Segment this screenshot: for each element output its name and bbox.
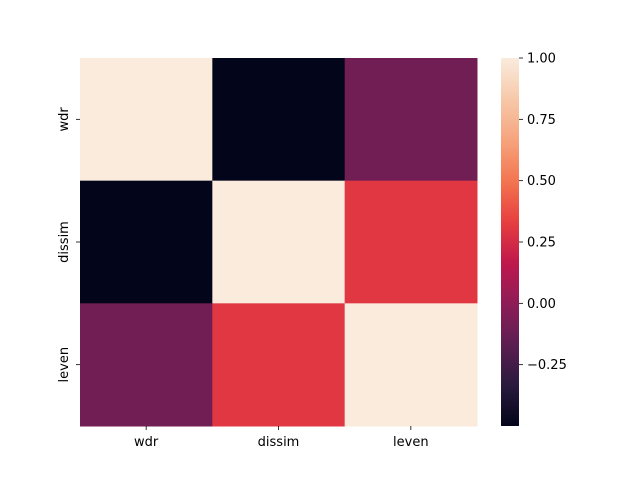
colorbar <box>501 58 519 426</box>
y-tick-label: leven <box>57 347 72 383</box>
x-tick-label: wdr <box>134 435 159 450</box>
x-tick-label: leven <box>393 435 429 450</box>
colorbar-ticks: −0.25 0.00 0.25 0.50 0.75 1.00 <box>519 52 567 373</box>
heatmap-cell-wdr-wdr <box>80 58 213 182</box>
colorbar-tick-label: −0.25 <box>527 358 567 373</box>
heatmap-cell-leven-wdr <box>80 303 213 427</box>
heatmap-cell-dissim-wdr <box>80 180 213 304</box>
colorbar-tick-label: 1.00 <box>527 52 556 67</box>
y-tick-label: dissim <box>57 221 72 263</box>
y-axis: wdr dissim leven <box>57 107 80 383</box>
heatmap-cell-dissim-dissim <box>212 180 346 304</box>
heatmap-cell-leven-leven <box>344 303 478 427</box>
x-tick-label: dissim <box>258 435 300 450</box>
heatmap-cell-leven-dissim <box>212 303 346 427</box>
colorbar-tick-label: 0.75 <box>527 113 556 128</box>
heatmap-cell-wdr-dissim <box>212 58 346 182</box>
colorbar-tick-label: 0.25 <box>527 236 556 251</box>
colorbar-tick-label: 0.00 <box>527 297 556 312</box>
heatmap-cells <box>80 58 478 427</box>
x-axis: wdr dissim leven <box>134 426 429 450</box>
colorbar-tick-label: 0.50 <box>527 174 556 189</box>
heatmap-cell-dissim-leven <box>344 180 478 304</box>
heatmap-cell-wdr-leven <box>344 58 478 182</box>
y-tick-label: wdr <box>57 107 72 132</box>
